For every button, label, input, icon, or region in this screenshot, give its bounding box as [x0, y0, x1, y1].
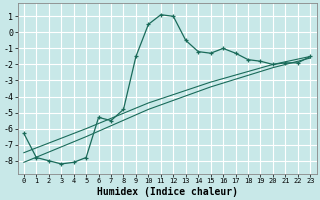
X-axis label: Humidex (Indice chaleur): Humidex (Indice chaleur) — [97, 186, 237, 197]
